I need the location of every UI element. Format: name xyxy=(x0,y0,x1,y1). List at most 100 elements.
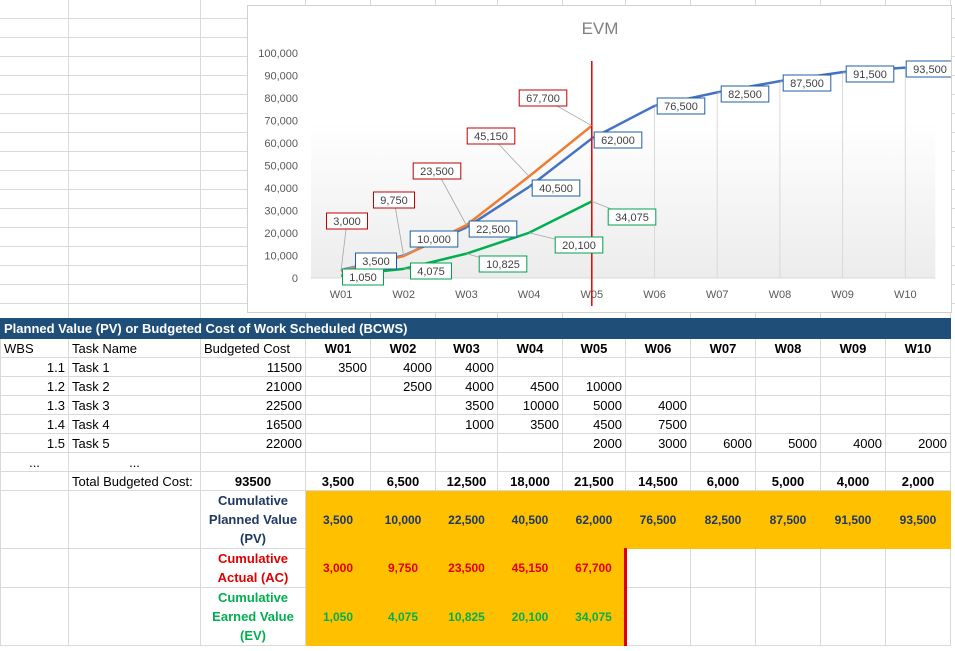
cell[interactable]: 4500 xyxy=(497,376,563,396)
cum-pv-label[interactable]: Cumulative Planned Value (PV) xyxy=(200,490,306,549)
cum-ev-value[interactable]: 1,050 xyxy=(305,587,371,646)
cell[interactable]: 1.2 xyxy=(0,376,69,396)
empty-cell[interactable] xyxy=(624,548,691,588)
cell[interactable]: Task 2 xyxy=(68,376,201,396)
cell[interactable] xyxy=(690,414,756,434)
cell[interactable] xyxy=(305,414,371,434)
weekly-total[interactable]: 12,500 xyxy=(435,471,498,491)
cell[interactable]: 7500 xyxy=(625,414,691,434)
cell[interactable] xyxy=(690,357,756,377)
cell[interactable]: 1.4 xyxy=(0,414,69,434)
empty-cell[interactable] xyxy=(690,548,756,588)
cell[interactable] xyxy=(0,490,69,549)
weekly-total[interactable]: 4,000 xyxy=(820,471,886,491)
cell[interactable]: 3500 xyxy=(435,395,498,415)
cell[interactable] xyxy=(305,395,371,415)
cell[interactable] xyxy=(820,452,886,472)
cell[interactable] xyxy=(625,452,691,472)
column-header[interactable]: W02 xyxy=(370,338,436,358)
cell[interactable] xyxy=(562,357,626,377)
cell[interactable]: Task 1 xyxy=(68,357,201,377)
column-header[interactable]: WBS xyxy=(0,338,69,358)
empty-cell[interactable] xyxy=(820,548,886,588)
cell[interactable] xyxy=(690,395,756,415)
cell[interactable] xyxy=(625,357,691,377)
cum-ev-value[interactable]: 20,100 xyxy=(497,587,563,646)
empty-cell[interactable] xyxy=(624,587,691,646)
cell[interactable] xyxy=(0,471,69,491)
column-header[interactable]: W03 xyxy=(435,338,498,358)
weekly-total[interactable]: 5,000 xyxy=(755,471,821,491)
weekly-total[interactable]: 3,500 xyxy=(305,471,371,491)
cum-ac-label[interactable]: Cumulative Actual (AC) xyxy=(200,548,306,588)
cum-ev-value[interactable]: 10,825 xyxy=(435,587,498,646)
cell[interactable]: 2000 xyxy=(885,433,951,453)
cell[interactable] xyxy=(68,490,201,549)
column-header[interactable]: W04 xyxy=(497,338,563,358)
cum-ev-value[interactable]: 34,075 xyxy=(562,587,626,646)
cell[interactable]: 5000 xyxy=(755,433,821,453)
cell[interactable]: 3500 xyxy=(497,414,563,434)
cell[interactable] xyxy=(820,414,886,434)
weekly-total[interactable]: 18,000 xyxy=(497,471,563,491)
cell[interactable] xyxy=(0,587,69,646)
cum-pv-value[interactable]: 82,500 xyxy=(690,490,756,549)
cum-pv-value[interactable]: 22,500 xyxy=(435,490,498,549)
cell[interactable] xyxy=(68,548,201,588)
cell[interactable] xyxy=(562,452,626,472)
column-header[interactable]: W06 xyxy=(625,338,691,358)
cum-pv-value[interactable]: 10,000 xyxy=(370,490,436,549)
cell[interactable]: 21000 xyxy=(200,376,306,396)
cum-pv-value[interactable]: 91,500 xyxy=(820,490,886,549)
cell[interactable] xyxy=(200,452,306,472)
cell[interactable] xyxy=(755,357,821,377)
empty-cell[interactable] xyxy=(755,587,821,646)
cell[interactable] xyxy=(370,395,436,415)
cell[interactable]: 4000 xyxy=(435,376,498,396)
table-title[interactable]: Planned Value (PV) or Budgeted Cost of W… xyxy=(0,318,951,339)
column-header[interactable]: Budgeted Cost xyxy=(200,338,306,358)
cell[interactable]: Task 3 xyxy=(68,395,201,415)
cell[interactable]: 1000 xyxy=(435,414,498,434)
cell[interactable]: 22500 xyxy=(200,395,306,415)
column-header[interactable]: W10 xyxy=(885,338,951,358)
cell[interactable] xyxy=(305,376,371,396)
cell[interactable] xyxy=(820,395,886,415)
weekly-total[interactable]: 6,500 xyxy=(370,471,436,491)
cell[interactable] xyxy=(497,433,563,453)
cell[interactable] xyxy=(885,357,951,377)
cell[interactable]: 1.5 xyxy=(0,433,69,453)
cell[interactable] xyxy=(435,433,498,453)
cell[interactable]: 10000 xyxy=(497,395,563,415)
cell[interactable] xyxy=(755,395,821,415)
column-header[interactable]: W01 xyxy=(305,338,371,358)
cell[interactable] xyxy=(435,452,498,472)
cell[interactable]: 11500 xyxy=(200,357,306,377)
cum-pv-value[interactable]: 93,500 xyxy=(885,490,951,549)
cell[interactable]: 3500 xyxy=(305,357,371,377)
cum-ac-value[interactable]: 67,700 xyxy=(562,548,626,588)
cell[interactable] xyxy=(820,357,886,377)
column-header[interactable]: W08 xyxy=(755,338,821,358)
weekly-total[interactable]: 6,000 xyxy=(690,471,756,491)
cell[interactable] xyxy=(370,452,436,472)
empty-cell[interactable] xyxy=(885,548,951,588)
weekly-total[interactable]: 2,000 xyxy=(885,471,951,491)
cell[interactable] xyxy=(755,414,821,434)
cell[interactable]: 4500 xyxy=(562,414,626,434)
cell[interactable] xyxy=(305,433,371,453)
cell[interactable]: ... xyxy=(68,452,201,472)
cell[interactable]: 4000 xyxy=(625,395,691,415)
cum-pv-value[interactable]: 3,500 xyxy=(305,490,371,549)
evm-chart[interactable]: EVM 0 10,000 20,000 30,000 40,000 50,000 60,000… xyxy=(247,5,952,313)
cell[interactable]: 2000 xyxy=(562,433,626,453)
cell[interactable]: 4000 xyxy=(370,357,436,377)
weekly-total[interactable]: 21,500 xyxy=(562,471,626,491)
cum-pv-value[interactable]: 62,000 xyxy=(562,490,626,549)
cum-pv-value[interactable]: 76,500 xyxy=(625,490,691,549)
cell[interactable]: 5000 xyxy=(562,395,626,415)
total-value[interactable]: 93500 xyxy=(200,471,306,491)
cell[interactable]: Task 5 xyxy=(68,433,201,453)
cell[interactable]: 10000 xyxy=(562,376,626,396)
cell[interactable] xyxy=(305,452,371,472)
